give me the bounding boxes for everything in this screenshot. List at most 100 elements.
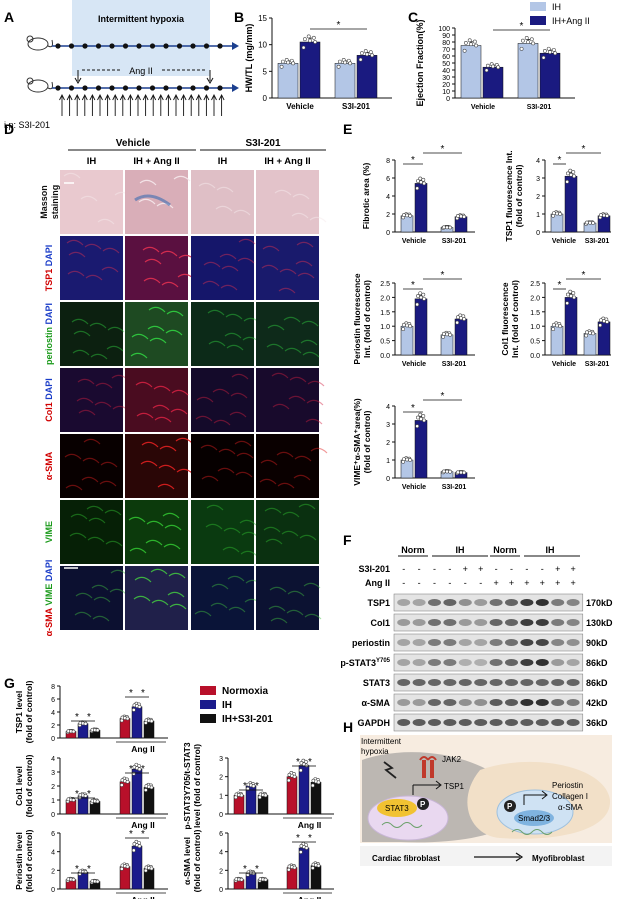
data-point <box>602 213 606 218</box>
h-bottom-bar <box>360 846 612 866</box>
band-kd: 86kD <box>586 658 608 668</box>
data-point <box>365 52 369 57</box>
band <box>566 699 580 706</box>
x-tick-label: S3I-201 <box>442 484 467 491</box>
y-tick-label: 100 <box>438 26 450 33</box>
data-point <box>445 225 449 230</box>
micrograph <box>60 434 123 498</box>
band <box>474 659 488 666</box>
y-tick-label: 0.5 <box>380 339 390 346</box>
data-point <box>301 45 306 50</box>
band <box>566 619 580 626</box>
data-point <box>149 866 154 871</box>
lane-sign: - <box>510 564 513 574</box>
band <box>443 719 457 726</box>
micrograph <box>191 500 259 564</box>
timeline-dot <box>176 43 183 49</box>
y-tick-label: 0 <box>219 812 223 819</box>
significance-star: * <box>520 21 524 32</box>
data-point <box>343 60 347 65</box>
panel-b-letter: B <box>234 9 244 25</box>
band-kd: 170kD <box>586 598 613 608</box>
band-name: STAT3 <box>363 678 390 688</box>
y-tick-label: 4 <box>51 756 55 763</box>
data-point <box>95 728 100 733</box>
data-point <box>591 221 595 225</box>
data-point <box>599 213 603 217</box>
bar <box>298 847 310 890</box>
data-point <box>602 319 606 323</box>
injection-arrows <box>59 93 225 116</box>
micrograph <box>125 170 191 234</box>
band <box>535 619 549 626</box>
significance-star: * <box>441 270 445 281</box>
panel-e-letter: E <box>343 121 352 137</box>
panel-b: B 0 5 10 15 Vehicle S3I-201 * HW/TL (mg/mm) <box>234 9 392 111</box>
y-tick-label: 4 <box>386 194 390 201</box>
significance-star: * <box>558 280 562 291</box>
y-tick-label: 1.0 <box>380 324 390 331</box>
panel-a: A Intermittent hypoxia Ang II i.p: S3I-2… <box>4 0 239 130</box>
chart-g-10: 0 2 4 6 * * * * Periostin level (fold of control)… <box>14 829 168 899</box>
data-point <box>95 799 100 804</box>
band-kd: 90kD <box>586 638 608 648</box>
data-point <box>441 334 446 339</box>
chart-g-8: 0 1 2 3 4 * * * * Col1 level (fold of control) Ang … <box>14 754 168 830</box>
band-kd: 42kD <box>586 698 608 708</box>
data-point <box>402 213 406 217</box>
micrograph <box>191 434 254 498</box>
data-point <box>571 291 576 295</box>
data-point <box>313 40 318 44</box>
chart-g-11: 0 2 4 6 * * * * α-SMA level(fold of control) Ang … <box>182 829 334 899</box>
y-axis-label: HW/TL (mg/mm) <box>244 24 254 93</box>
data-point <box>359 51 364 56</box>
data-point <box>496 65 501 70</box>
data-point <box>125 864 130 869</box>
y-tick-label: 10 <box>258 41 267 50</box>
data-point <box>551 327 556 331</box>
timeline-dot <box>217 85 223 91</box>
band <box>489 679 503 686</box>
data-point <box>143 788 148 792</box>
data-point <box>415 424 420 429</box>
y-tick-label: 0 <box>386 230 390 237</box>
group-vehicle: Vehicle <box>116 138 151 149</box>
band <box>566 599 580 606</box>
lane-sign: + <box>555 578 560 588</box>
y-tick-label: 15 <box>258 14 267 23</box>
data-point <box>336 64 341 69</box>
timeline-dot <box>55 85 61 91</box>
y-tick-label: 0 <box>219 887 223 894</box>
y-axis-label: Fibrotic area (%) <box>361 163 371 230</box>
band <box>535 679 549 686</box>
x-tick-label: Vehicle <box>402 484 426 491</box>
data-point <box>125 779 130 784</box>
band <box>397 679 411 686</box>
data-point <box>408 213 412 218</box>
mouse-icon-1 <box>26 35 53 51</box>
band <box>474 699 488 706</box>
lane-sign: + <box>524 578 529 588</box>
band <box>489 619 503 626</box>
band <box>551 679 565 686</box>
data-point <box>239 877 244 882</box>
y-tick-label: 6 <box>219 831 223 838</box>
y-axis-label: Int. (fold of control) <box>362 280 372 358</box>
data-point <box>71 729 76 734</box>
band <box>458 659 472 666</box>
data-point <box>310 783 315 788</box>
data-point <box>304 759 308 764</box>
data-point <box>456 315 460 320</box>
timeline-dot <box>68 43 75 49</box>
y-axis-label: (fold of control) <box>24 829 34 892</box>
x-tick-label: S3I-201 <box>527 104 552 111</box>
y-tick-label: 1 <box>536 212 540 219</box>
h-p2: P <box>507 802 513 811</box>
bar <box>539 52 561 99</box>
y-tick-label: 4 <box>386 404 390 411</box>
data-point <box>526 40 530 44</box>
band <box>474 639 488 646</box>
band <box>551 719 565 726</box>
data-point <box>137 704 142 709</box>
data-point <box>298 768 303 773</box>
